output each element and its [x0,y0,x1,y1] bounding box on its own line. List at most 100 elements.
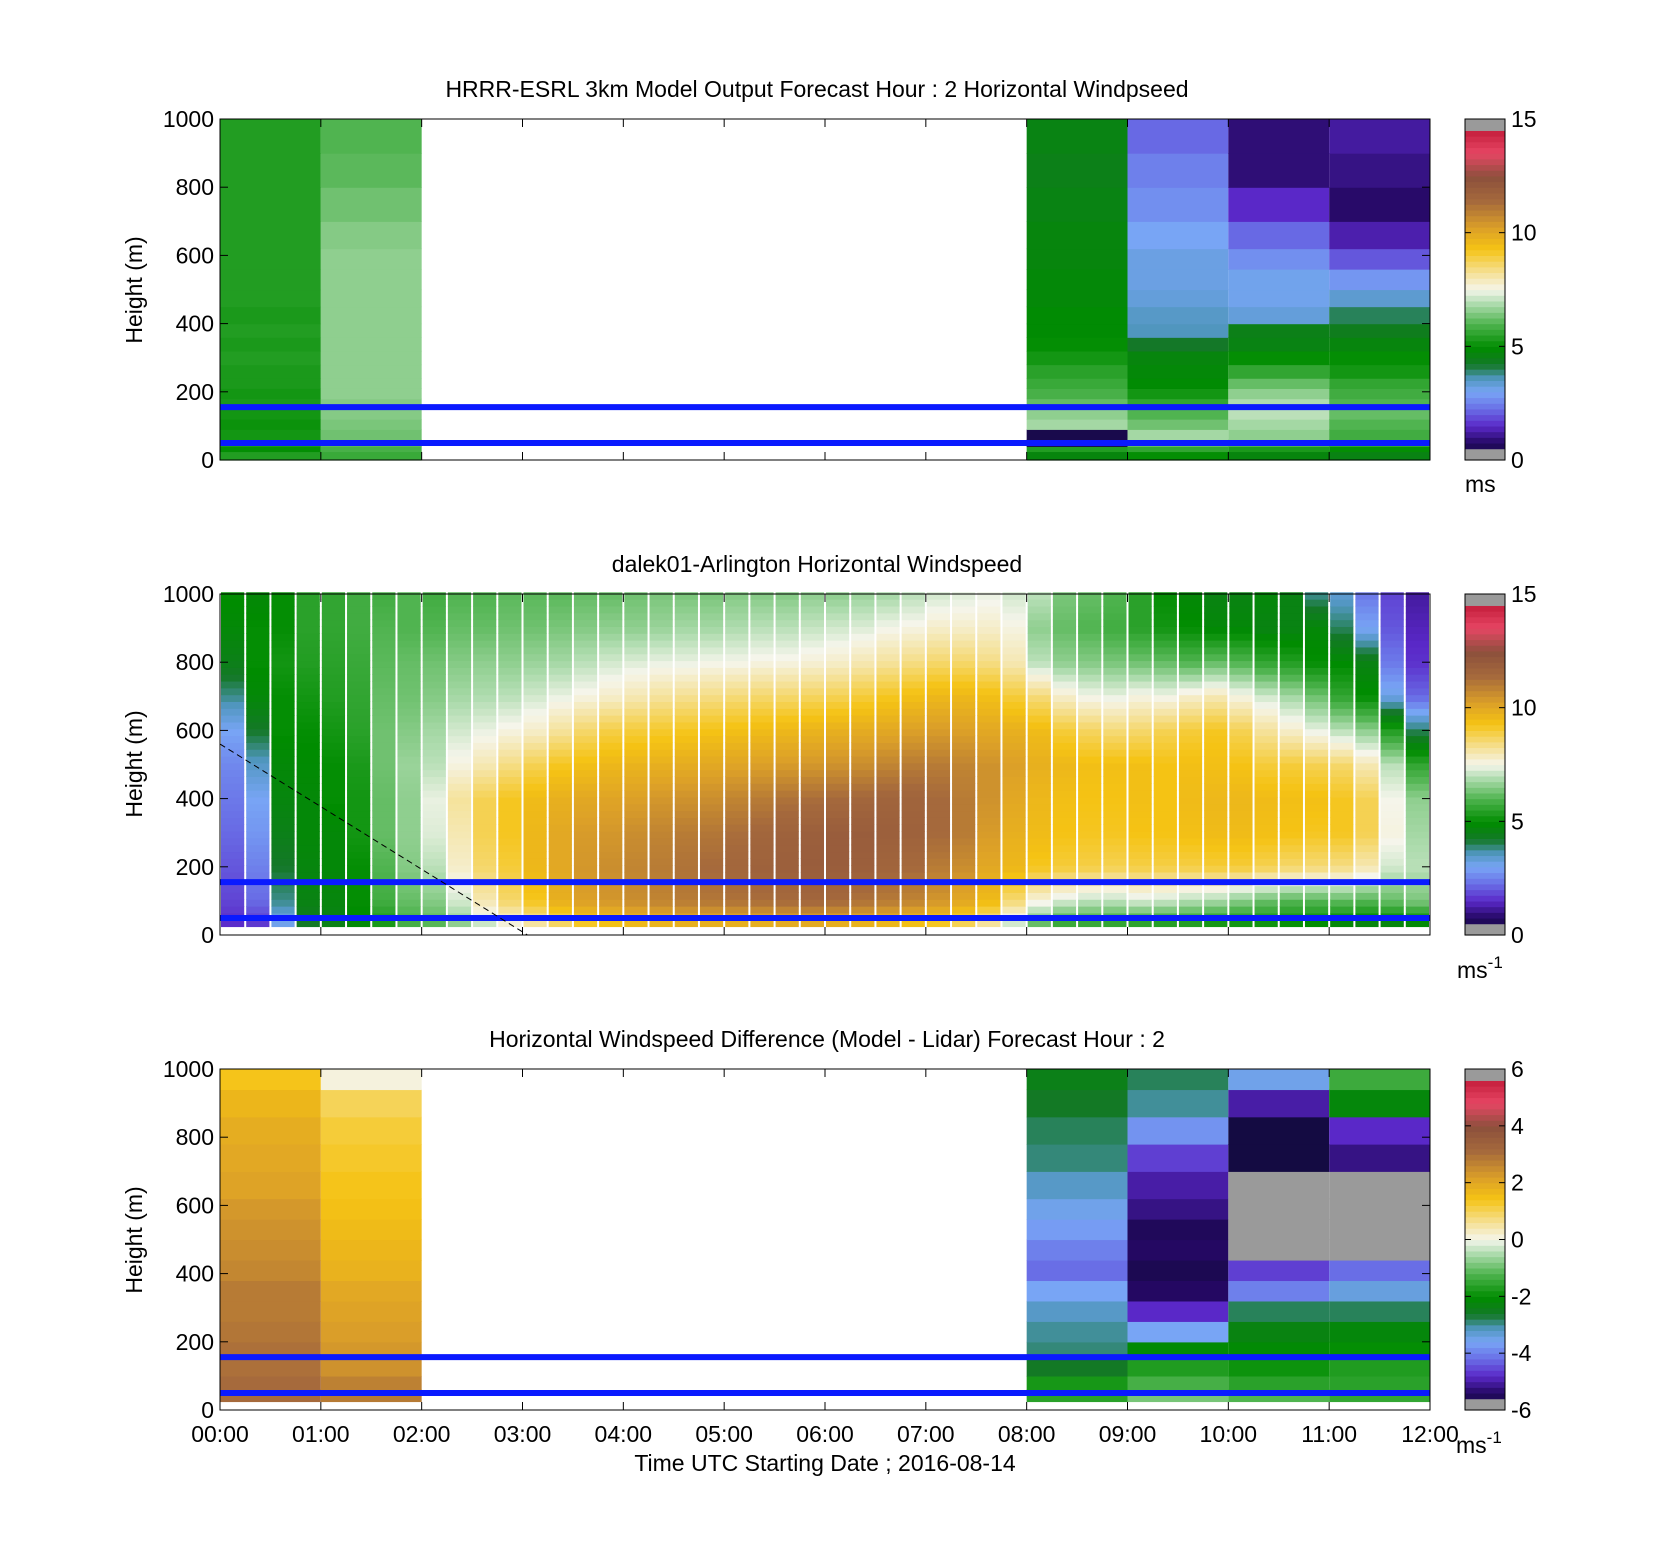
heatmap-cell [1405,674,1429,682]
heatmap-cell [1405,762,1429,771]
heatmap-cell [372,865,396,873]
heatmap-cell [1052,728,1077,737]
heatmap-cell [649,762,673,771]
heatmap-cell [296,633,320,641]
heatmap-cell [876,646,900,655]
heatmap-cell [1204,612,1228,621]
heatmap-cell [1229,592,1253,600]
heatmap-cell [1002,769,1026,778]
heatmap-cell [447,660,472,668]
heatmap-cell [674,824,698,832]
heatmap-cell [523,810,547,818]
heatmap-cell [851,858,875,866]
heatmap-cell [523,715,547,723]
heatmap-cell [826,865,850,873]
heatmap-cell [1178,769,1203,778]
panel-lidar-ylabel: Height (m) [121,710,147,817]
heatmap-cell [397,605,421,614]
heatmap-cell [1279,674,1303,682]
heatmap-cell [1380,824,1404,832]
y-tick-label: 0 [201,447,214,473]
heatmap-cell [1279,694,1303,703]
heatmap-cell [347,653,371,662]
y-tick-label: 800 [176,649,214,675]
heatmap-cell [573,660,598,668]
heatmap-cell [523,762,547,771]
heatmap-cell [699,619,724,627]
heatmap-cell [624,769,648,778]
heatmap-cell [800,742,824,750]
heatmap-cell [775,592,799,600]
heatmap-cell [271,803,295,812]
heatmap-cell [271,599,295,607]
heatmap-cell [573,667,598,675]
heatmap-cell [1153,674,1177,682]
heatmap-cell [901,715,925,723]
heatmap-cell [952,783,976,791]
heatmap-cell [800,708,824,716]
heatmap-cell [1228,1069,1330,1091]
y-tick-label: 0 [201,922,214,948]
heatmap-cell [498,796,522,805]
heatmap-cell [1052,776,1077,784]
heatmap-cell [1380,742,1404,750]
heatmap-cell [573,776,598,784]
heatmap-cell [1027,633,1051,641]
colorbar-segment [1465,1387,1505,1394]
heatmap-cell [1355,844,1379,853]
heatmap-cell [750,728,774,737]
heatmap-cell [397,619,421,627]
heatmap-cell [397,674,421,682]
heatmap-cell [447,735,472,743]
heatmap-cell [952,796,976,805]
heatmap-cell [473,796,497,805]
colorbar-segment [1465,1114,1505,1121]
heatmap-cell [523,633,547,641]
heatmap-cell [674,626,698,634]
heatmap-cell [826,803,850,812]
heatmap-cell [548,674,572,682]
heatmap-cell [750,721,774,730]
x-tick-label: 01:00 [292,1421,350,1447]
heatmap-cell [422,803,446,812]
colorbar-segment [1465,1324,1505,1332]
heatmap-cell [320,269,422,291]
colorbar-segment [1465,255,1505,262]
heatmap-cell [246,626,270,634]
heatmap-cell [1355,742,1379,750]
heatmap-cell [775,674,799,682]
heatmap-cell [1078,701,1102,709]
heatmap-cell [725,660,749,668]
heatmap-cell [447,633,472,641]
x-tick-label: 09:00 [1099,1421,1157,1447]
heatmap-cell [599,708,623,716]
heatmap-cell [447,626,472,634]
heatmap-cell [1279,796,1303,805]
heatmap-cell [649,728,673,737]
heatmap-cell [1178,919,1203,928]
heatmap-cell [1103,762,1127,771]
heatmap-cell [699,762,724,771]
heatmap-cell [246,885,270,893]
colorbar-segment [1465,633,1505,641]
heatmap-cell [649,694,673,703]
heatmap-cell [271,790,295,798]
heatmap-cell [1052,653,1077,662]
heatmap-cell [1228,350,1330,366]
heatmap-cell [1153,646,1177,655]
heatmap-cell [1178,667,1203,675]
heatmap-cell [221,830,245,839]
heatmap-cell [977,619,1001,627]
heatmap-cell [775,599,799,607]
heatmap-cell [422,592,446,600]
heatmap-cell [221,599,245,607]
heatmap-cell [1405,830,1429,839]
colorbar-tick-label: 4 [1511,1113,1524,1139]
heatmap-cell [674,749,698,757]
heatmap-cell [1279,701,1303,709]
colorbar-segment [1465,1296,1505,1303]
heatmap-cell [1002,858,1026,866]
heatmap-cell [320,1239,422,1261]
heatmap-cell [321,858,346,866]
heatmap-cell [901,790,925,798]
